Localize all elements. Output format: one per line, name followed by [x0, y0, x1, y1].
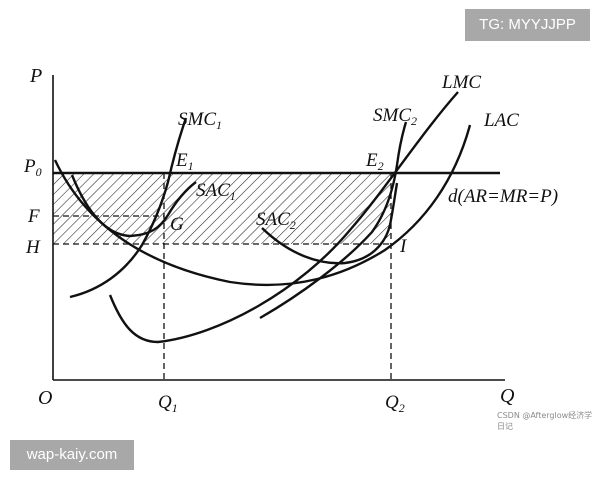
telegram-badge: TG: MYYJJPP — [465, 9, 590, 41]
profit-area — [53, 173, 391, 244]
smc2-label: SMC2 — [373, 105, 417, 128]
smc2-curve — [259, 121, 408, 320]
site-badge: wap-kaiy.com — [10, 440, 134, 470]
x-axis-label: Q — [500, 385, 515, 407]
y-axis-label: P — [29, 65, 42, 87]
g-label: G — [170, 214, 184, 235]
h-label: H — [25, 237, 41, 258]
sac2-label: SAC2 — [256, 209, 296, 232]
q1-label: Q1 — [158, 392, 178, 415]
sac2-curve — [261, 182, 399, 265]
e1-label: E1 — [175, 150, 194, 173]
lmc-curve — [108, 91, 459, 344]
e2-label: E2 — [365, 150, 384, 173]
i-label: I — [399, 236, 408, 257]
lac-curve — [53, 124, 472, 287]
csdn-watermark: CSDN @Afterglow经济学日记 — [497, 411, 593, 431]
p0-label: P0 — [23, 156, 42, 179]
origin-label: O — [38, 387, 52, 409]
lac-label: LAC — [483, 110, 519, 131]
lmc-label: LMC — [441, 72, 481, 93]
sac1-label: SAC1 — [196, 180, 236, 203]
smc1-curve — [69, 117, 188, 299]
demand-label: d(AR=MR=P) — [448, 186, 558, 207]
q2-label: Q2 — [385, 392, 405, 415]
smc1-label: SMC1 — [178, 109, 222, 132]
f-label: F — [27, 206, 40, 227]
